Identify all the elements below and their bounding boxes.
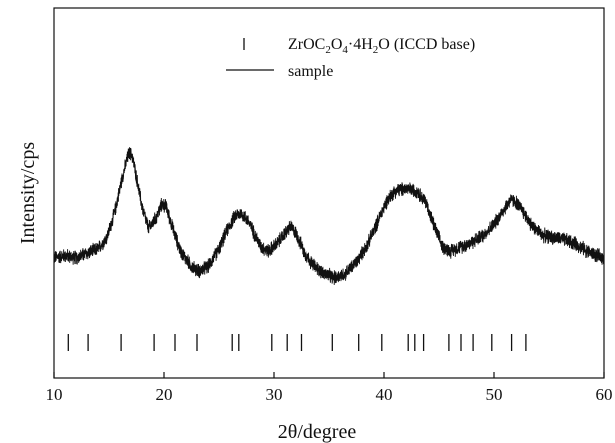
- x-axis-label: 2θ/degree: [278, 421, 357, 443]
- reference-stick-layer: [67, 334, 527, 351]
- x-tick-label-20: 20: [156, 385, 173, 404]
- x-tick-label-30: 30: [266, 385, 283, 404]
- legend-ref-part3: ·4H: [348, 36, 373, 53]
- legend-ref-part4: O (ICCD base): [378, 36, 475, 53]
- legend-entry-sample: sample: [288, 63, 333, 80]
- x-tick-label-40: 40: [376, 385, 393, 404]
- legend-ref-part1: ZrOC: [288, 36, 325, 53]
- x-tick-label-60: 60: [596, 385, 613, 404]
- x-axis-ticks: 10 20 30 40 50 60: [46, 372, 613, 404]
- legend: ZrOC2O4·4H2O (ICCD base) sample: [226, 36, 475, 80]
- y-axis-label: Intensity/cps: [17, 142, 39, 244]
- legend-ref-sub2: 4: [342, 44, 348, 56]
- legend-ref-part2: O: [331, 36, 343, 53]
- plot-frame: [53, 7, 605, 379]
- series-sample-line: [53, 147, 605, 285]
- x-tick-label-10: 10: [46, 385, 63, 404]
- legend-ref-sub3: 2: [373, 44, 379, 56]
- x-tick-label-50: 50: [486, 385, 503, 404]
- legend-ref-sub1: 2: [325, 44, 331, 56]
- series-layer: [53, 147, 605, 285]
- legend-entry-reference: ZrOC2O4·4H2O (ICCD base): [288, 36, 475, 56]
